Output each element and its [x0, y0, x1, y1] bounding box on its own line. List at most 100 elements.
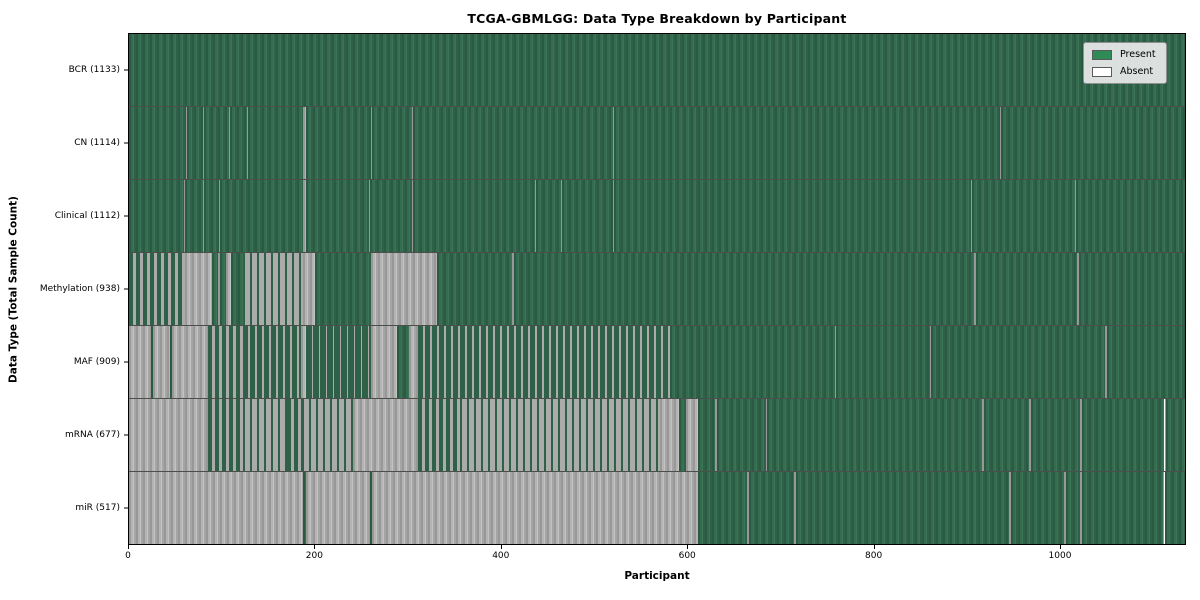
segment-absent	[1079, 472, 1083, 544]
segment-present	[303, 472, 307, 544]
segment-present	[767, 399, 982, 471]
segment-absent	[834, 326, 837, 398]
segment-absent	[686, 399, 698, 471]
segment-absent	[301, 326, 307, 398]
segment-present	[220, 253, 226, 325]
segment-present	[697, 472, 747, 544]
segment-absent	[306, 472, 371, 544]
segment-absent	[218, 253, 221, 325]
segment-absent	[371, 107, 373, 179]
legend-item-present: Present	[1092, 49, 1156, 60]
segment-absent	[129, 472, 304, 544]
segment-present	[372, 107, 413, 179]
segment-present	[129, 180, 184, 252]
segment-absent	[1063, 472, 1066, 544]
segment-present	[1082, 472, 1163, 544]
segment-present	[971, 180, 1075, 252]
segment-present	[1010, 472, 1064, 544]
segment-present	[186, 107, 203, 179]
segment-absent	[794, 472, 797, 544]
segment-present	[931, 326, 1105, 398]
segment-present	[370, 472, 373, 544]
chart-title: TCGA-GBMLGG: Data Type Breakdown by Part…	[467, 11, 847, 26]
segment-present	[230, 253, 243, 325]
segment-absent	[129, 399, 209, 471]
x-tick-mark	[1060, 545, 1061, 549]
segment-present	[1106, 326, 1185, 398]
segment-present	[678, 399, 687, 471]
segment-absent	[352, 399, 418, 471]
segment-absent	[129, 326, 152, 398]
segment-absent	[372, 472, 698, 544]
y-tick-label-CN: CN (1114)	[74, 137, 120, 148]
y-tick-mark	[124, 142, 128, 144]
segment-absent	[371, 326, 398, 398]
legend-label-absent: Absent	[1120, 66, 1154, 77]
x-tick-mark	[128, 545, 129, 549]
segment-present	[976, 253, 1077, 325]
segment-absent	[303, 180, 307, 252]
segment-absent	[1164, 399, 1167, 471]
segment-present	[613, 180, 971, 252]
segment-present	[220, 180, 304, 252]
row-Clinical	[129, 180, 1185, 253]
segment-absent	[202, 107, 204, 179]
segment-absent	[981, 399, 984, 471]
segment-present	[151, 326, 154, 398]
segment-present	[669, 326, 835, 398]
x-tick-label-1000: 1000	[1048, 551, 1072, 561]
x-axis-label: Participant	[624, 570, 690, 582]
segment-absent	[715, 399, 718, 471]
segment-mixed	[417, 326, 670, 398]
segment-absent	[184, 253, 212, 325]
row-MAF	[129, 326, 1185, 399]
segment-absent	[1008, 472, 1011, 544]
segment-mixed	[417, 399, 460, 471]
y-tick-mark	[124, 288, 128, 290]
y-tick-label-MAF: MAF (909)	[73, 357, 120, 368]
segment-absent	[185, 107, 187, 179]
segment-present	[370, 180, 413, 252]
y-tick-mark	[124, 215, 128, 217]
segment-absent	[412, 107, 414, 179]
segment-absent	[228, 107, 230, 179]
segment-mixed	[208, 326, 243, 398]
segment-absent	[1104, 326, 1107, 398]
segment-present	[1164, 472, 1185, 544]
segment-mixed	[287, 399, 303, 471]
segment-mixed	[302, 399, 353, 471]
segment-absent	[974, 253, 977, 325]
row-CN	[129, 107, 1185, 180]
segment-present	[717, 399, 766, 471]
segment-present	[248, 107, 304, 179]
segment-absent	[171, 326, 209, 398]
y-tick-label-BCR: BCR (1133)	[68, 64, 120, 75]
legend-label-present: Present	[1120, 49, 1156, 60]
row-miR	[129, 472, 1185, 544]
segment-absent	[183, 180, 185, 252]
x-tick-label-400: 400	[492, 551, 510, 561]
y-tick-label-Clinical: Clinical (1112)	[54, 210, 120, 221]
segment-present	[397, 326, 409, 398]
segment-mixed	[306, 326, 372, 398]
segment-absent	[247, 107, 249, 179]
segment-present	[796, 472, 1009, 544]
segment-absent	[153, 326, 170, 398]
segment-absent	[303, 107, 307, 179]
segment-present	[413, 180, 536, 252]
segment-absent	[1079, 399, 1083, 471]
segment-absent	[219, 180, 221, 252]
y-tick-mark	[124, 507, 128, 509]
segment-present	[1075, 180, 1185, 252]
segment-present	[513, 253, 975, 325]
legend-item-absent: Absent	[1092, 66, 1156, 77]
segment-present	[315, 253, 372, 325]
segment-mixed	[242, 399, 288, 471]
segment-absent	[1162, 472, 1165, 544]
segment-present	[203, 107, 229, 179]
x-tick-mark	[314, 545, 316, 549]
x-tick-mark	[687, 545, 689, 549]
segment-present	[229, 107, 248, 179]
segment-absent	[535, 180, 537, 252]
segment-present	[1001, 107, 1185, 179]
